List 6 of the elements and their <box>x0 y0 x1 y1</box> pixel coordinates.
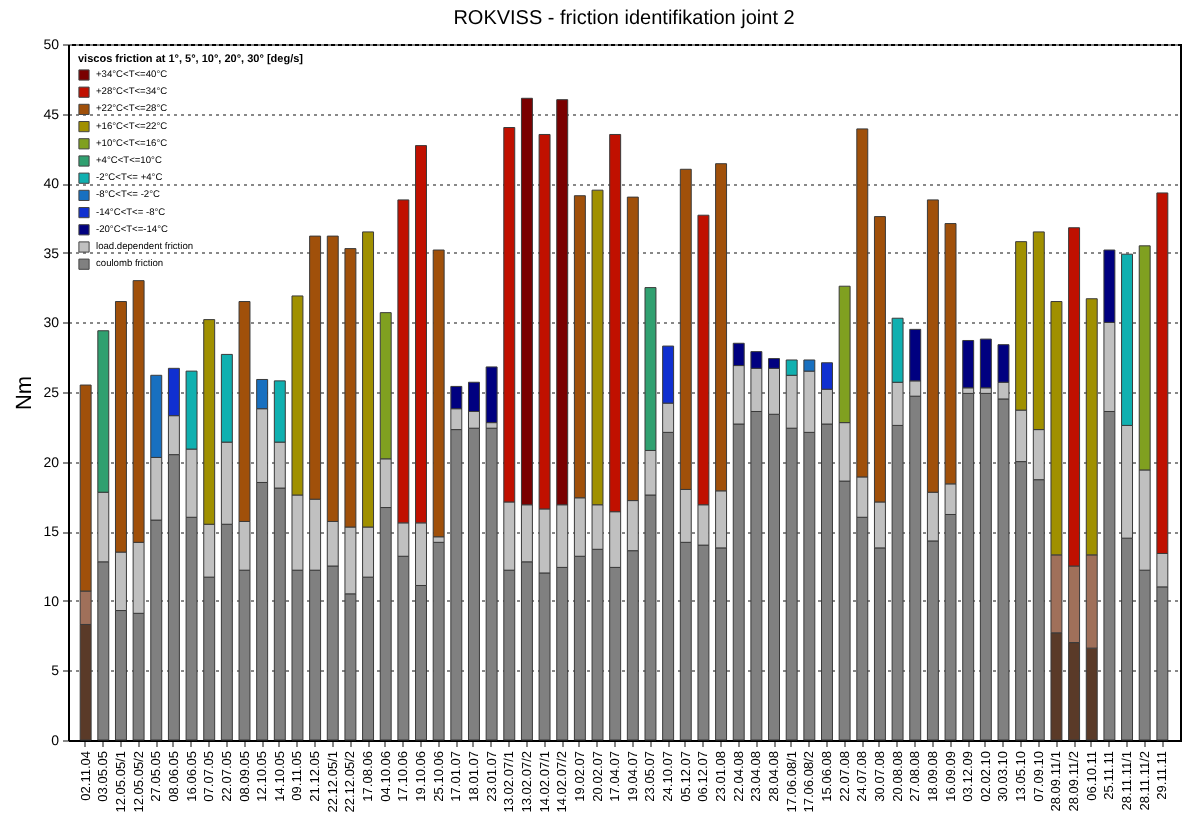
bar <box>432 249 445 538</box>
bar <box>962 340 975 389</box>
y-axis-title: Nm <box>13 375 38 411</box>
chart-title: ROKVISS - friction identifikation joint 2 <box>453 8 796 30</box>
bar <box>979 338 992 389</box>
bar <box>485 366 498 424</box>
